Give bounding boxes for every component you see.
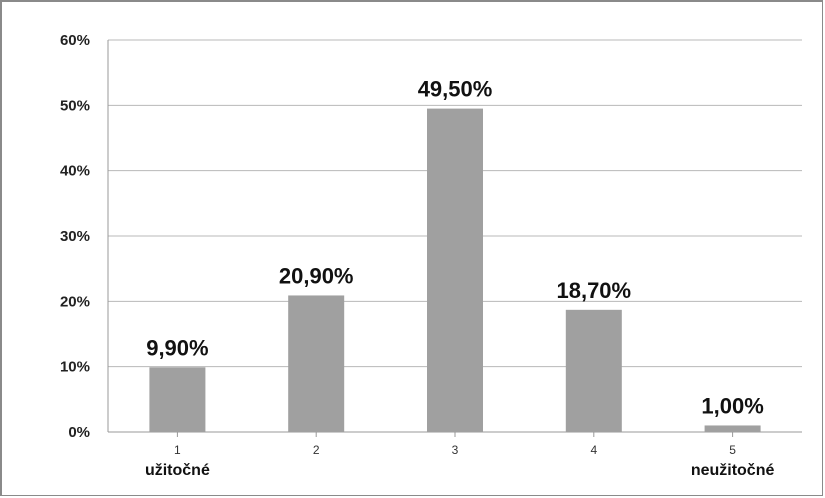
data-label: 1,00% bbox=[701, 393, 763, 418]
bar-5 bbox=[704, 425, 761, 432]
bar-2 bbox=[288, 295, 345, 432]
data-label: 49,50% bbox=[418, 77, 493, 102]
y-tick-label: 50% bbox=[60, 97, 90, 114]
y-tick-label: 60% bbox=[60, 32, 90, 49]
data-label: 20,90% bbox=[279, 263, 354, 288]
y-tick-label: 20% bbox=[60, 293, 90, 310]
x-category-sublabel: užitočné bbox=[145, 462, 210, 479]
bar-1 bbox=[149, 367, 206, 432]
x-tick-label: 2 bbox=[313, 443, 320, 457]
y-tick-label: 10% bbox=[60, 359, 90, 376]
x-tick-label: 1 bbox=[174, 443, 181, 457]
x-category-sublabel: neužitočné bbox=[691, 462, 775, 479]
y-tick-label: 0% bbox=[68, 424, 90, 441]
x-tick-label: 3 bbox=[452, 443, 459, 457]
x-tick-label: 4 bbox=[590, 443, 597, 457]
y-tick-label: 40% bbox=[60, 163, 90, 180]
y-tick-label: 30% bbox=[60, 228, 90, 245]
bar-4 bbox=[565, 309, 622, 432]
x-tick-label: 5 bbox=[729, 443, 736, 457]
data-label: 18,70% bbox=[556, 278, 631, 303]
data-label: 9,90% bbox=[146, 335, 208, 360]
bar-3 bbox=[427, 108, 483, 432]
